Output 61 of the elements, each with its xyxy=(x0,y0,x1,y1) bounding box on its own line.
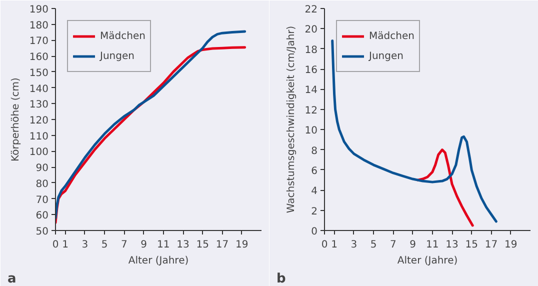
y-tick-label: 140 xyxy=(29,84,49,95)
text: b xyxy=(276,272,286,286)
y-tick-label: 16 xyxy=(304,65,318,76)
x-axis-title: Alter (Jahre) xyxy=(128,256,189,266)
y-tick-label: 10 xyxy=(304,126,318,137)
y-tick-label: 110 xyxy=(29,131,49,142)
y-tick-label: 150 xyxy=(29,68,49,79)
y-tick-label: 12 xyxy=(304,105,318,116)
legend-label: Mädchen xyxy=(100,30,146,42)
x-tick-label: 5 xyxy=(370,240,377,250)
x-tick-label: 7 xyxy=(390,240,396,250)
y-tick-label: 4 xyxy=(311,186,318,198)
x-tick-label: 11 xyxy=(426,240,439,250)
y-tick-label: 0 xyxy=(311,226,318,238)
y-tick-label: 160 xyxy=(29,52,49,64)
y-tick-label: 22 xyxy=(304,4,318,16)
x-tick-label: 1 xyxy=(62,240,69,250)
x-tick-label: 1 xyxy=(331,240,338,250)
y-tick-label: 20 xyxy=(304,24,318,36)
x-tick-label: 13 xyxy=(176,240,190,250)
y-tick-label: 170 xyxy=(29,36,49,48)
y-tick-label: 190 xyxy=(29,4,49,16)
x-axis-title: Alter (Jahre) xyxy=(397,256,458,266)
y-tick-label: 130 xyxy=(29,100,49,111)
y-tick-label: 100 xyxy=(29,147,49,158)
y-tick-label: 60 xyxy=(36,210,49,222)
y-tick-label: 70 xyxy=(36,194,49,206)
x-tick-label: 17 xyxy=(484,240,498,250)
y-tick-label: 8 xyxy=(311,146,318,157)
text: a xyxy=(8,272,16,286)
x-tick-label: 17 xyxy=(216,240,229,250)
y-tick-label: 18 xyxy=(304,44,318,56)
y-tick-label: 180 xyxy=(29,20,49,32)
x-tick-label: 3 xyxy=(82,240,88,250)
y-tick-label: 6 xyxy=(311,166,318,177)
x-tick-label: 5 xyxy=(101,240,108,250)
x-tick-label: 19 xyxy=(504,240,518,250)
line-series xyxy=(331,40,498,223)
y-tick-label: 2 xyxy=(311,206,318,218)
x-tick-label: 0 xyxy=(52,240,59,250)
x-tick-label: 3 xyxy=(350,240,358,250)
legend-label: Mädchen xyxy=(369,30,414,42)
line-series xyxy=(416,148,474,227)
legend-label: Jungen xyxy=(369,50,404,62)
x-tick-label: 9 xyxy=(140,240,147,250)
y-tick-label: 120 xyxy=(29,116,49,126)
x-tick-label: 7 xyxy=(120,240,128,250)
legend-label: Jungen xyxy=(100,50,134,62)
y-axis-title: Körperhöhe (cm) xyxy=(10,77,22,162)
x-tick-label: 9 xyxy=(410,240,416,250)
y-tick-label: 14 xyxy=(304,85,318,96)
x-tick-label: 11 xyxy=(157,240,170,250)
x-tick-label: 15 xyxy=(196,240,210,250)
y-tick-label: 80 xyxy=(36,178,49,190)
y-axis-title: Wachstumsgeschwindigkeit (cm/Jahr) xyxy=(286,26,297,214)
y-tick-label: 50 xyxy=(36,226,49,238)
x-tick-label: 15 xyxy=(465,240,478,250)
x-tick-label: 13 xyxy=(446,240,458,250)
x-tick-label: 19 xyxy=(236,240,248,250)
x-tick-label: 0 xyxy=(321,240,328,250)
y-tick-label: 90 xyxy=(36,163,49,174)
